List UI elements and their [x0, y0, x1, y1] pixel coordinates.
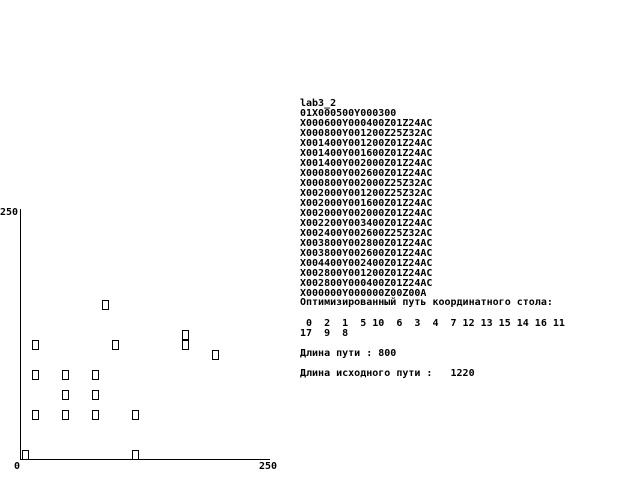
point-marker — [182, 330, 189, 340]
program-line: X002200Y003400Z01Z24AC — [300, 218, 433, 229]
point-marker — [182, 340, 189, 350]
program-line: X000800Y002000Z25Z32AC — [300, 178, 433, 189]
program-listing: lab3_2 01X000500Y000300 X000600Y000400Z0… — [300, 99, 432, 299]
y-axis-max-label: 250 — [0, 207, 19, 218]
program-line: X003800Y002600Z01Z24AC — [300, 248, 433, 259]
markers-group — [22, 300, 219, 460]
point-marker — [32, 340, 39, 350]
program-line: X004400Y002400Z01Z24AC — [300, 258, 433, 269]
program-line: X001400Y001200Z01Z24AC — [300, 138, 433, 149]
program-line: X002000Y001200Z25Z32AC — [300, 188, 433, 199]
x-axis-min-label: 0 — [14, 461, 21, 472]
point-marker — [102, 300, 109, 310]
point-marker — [92, 410, 99, 420]
point-marker — [32, 410, 39, 420]
point-marker — [32, 370, 39, 380]
point-marker — [62, 390, 69, 400]
program-line: X001400Y001600Z01Z24AC — [300, 148, 433, 159]
program-line: X003800Y002800Z01Z24AC — [300, 238, 433, 249]
program-line: X002400Y002600Z25Z32AC — [300, 228, 433, 239]
point-marker — [62, 370, 69, 380]
route-sequence-line-1: 0 2 1 5 10 6 3 4 7 12 13 15 14 16 11 — [300, 318, 565, 329]
program-line: X000600Y000400Z01Z24AC — [300, 118, 433, 129]
program-line: X000000Y000000Z00Z00A — [300, 288, 427, 299]
point-marker — [62, 410, 69, 420]
point-marker — [22, 450, 29, 460]
path-length-label: Длина пути : 800 — [300, 348, 397, 359]
point-marker — [92, 370, 99, 380]
program-line: X002000Y001600Z01Z24AC — [300, 198, 433, 209]
program-line: X002800Y000400Z01Z24AC — [300, 278, 433, 289]
optimized-path-label: Оптимизированный путь координатного стол… — [300, 297, 553, 308]
point-marker — [92, 390, 99, 400]
program-title: lab3_2 — [300, 98, 337, 109]
program-line: X001400Y002000Z01Z24AC — [300, 158, 433, 169]
route-sequence-line-2: 17 9 8 — [300, 328, 349, 339]
program-line: 01X000500Y000300 — [300, 108, 397, 119]
point-marker — [212, 350, 219, 360]
program-line: X000800Y002600Z01Z24AC — [300, 168, 433, 179]
point-marker — [112, 340, 119, 350]
program-line: X002000Y002000Z01Z24AC — [300, 208, 433, 219]
original-path-length-label: Длина исходного пути : 1220 — [300, 368, 475, 379]
program-line: X002800Y001200Z01Z24AC — [300, 268, 433, 279]
program-line: X000800Y001200Z25Z32AC — [300, 128, 433, 139]
x-axis-max-label: 250 — [259, 461, 278, 472]
point-marker — [132, 410, 139, 420]
point-marker — [132, 450, 139, 460]
